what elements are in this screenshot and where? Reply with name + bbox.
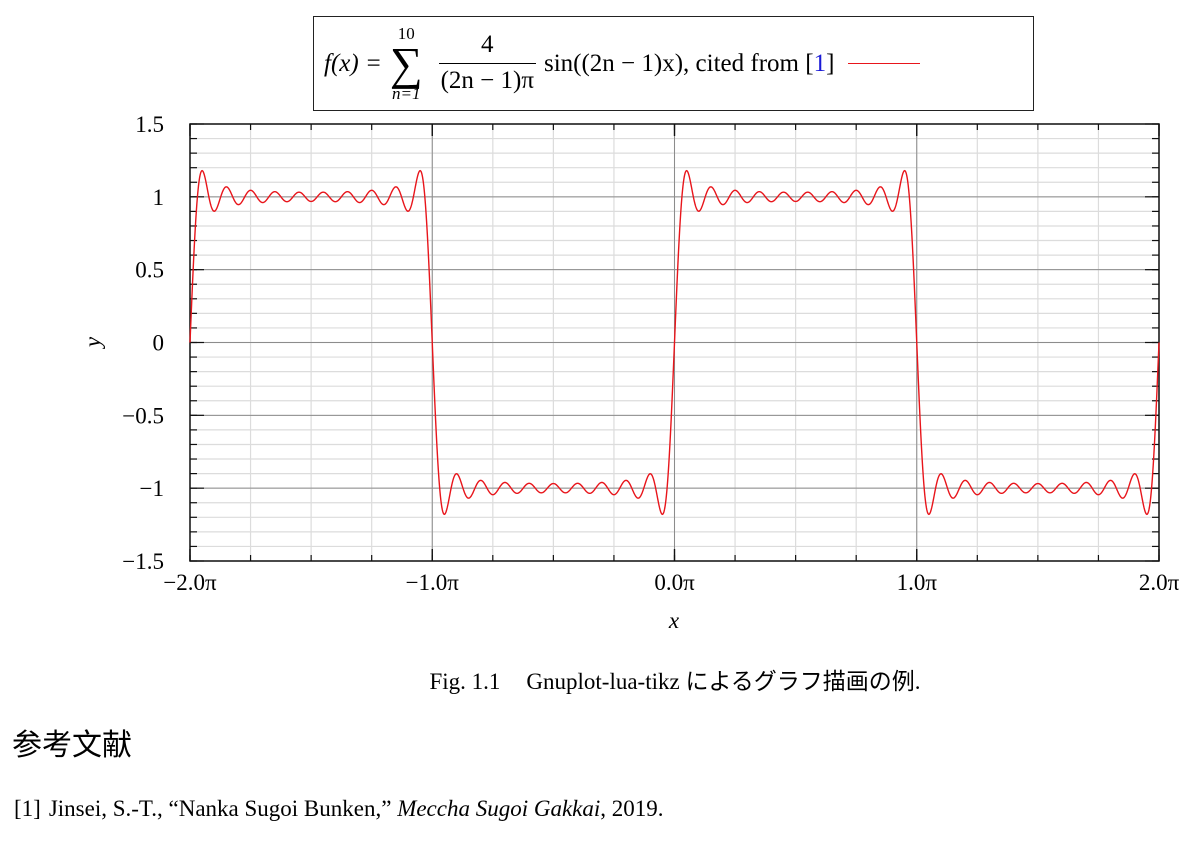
tick-labels: −1.5 −1 −0.5 0 0.5 1 1.5 −2.0π −1.0π 0.0π 1.0π 2.0π xyxy=(122,112,1179,595)
reference-year: , 2019. xyxy=(600,796,664,821)
y-axis-label: y xyxy=(80,336,105,349)
references-heading: 参考文献 xyxy=(12,728,132,763)
reference-entry: [1] Jinsei, S.-T., “Nanka Sugoi Bunken,” … xyxy=(14,796,664,822)
fraction: 4 (2n − 1)π xyxy=(438,31,536,96)
legend-lhs: f(x) = xyxy=(324,49,382,77)
citation-link[interactable]: 1 xyxy=(813,49,827,77)
figure-number: Fig. 1.1 xyxy=(429,669,501,694)
y-tick-label: 1.5 xyxy=(135,112,164,137)
reference-authors-title: Jinsei, S.-T., “Nanka Sugoi Bunken,” xyxy=(48,796,392,821)
legend: f(x) = 10 ∑ n=1 4 (2n − 1)π sin((2n − 1)… xyxy=(313,16,1034,111)
y-tick-label: −1.5 xyxy=(122,549,164,574)
y-tick-label: 1 xyxy=(153,185,165,210)
x-tick-label: −2.0π xyxy=(163,570,217,595)
y-tick-label: 0 xyxy=(153,331,165,356)
sigma-symbol: ∑ xyxy=(389,37,423,89)
legend-line-sample xyxy=(848,63,921,64)
citation-close: ] xyxy=(826,49,835,77)
x-tick-label: 1.0π xyxy=(897,570,938,595)
x-tick-label: −1.0π xyxy=(406,570,460,595)
reference-number: [1] xyxy=(14,796,41,821)
y-tick-label: −0.5 xyxy=(122,403,164,428)
fraction-denominator: (2n − 1)π xyxy=(438,63,536,96)
sum-upper-limit: 10 xyxy=(397,23,415,43)
legend-rhs: sin((2n − 1)x), cited from [ xyxy=(543,49,814,77)
x-tick-label: 0.0π xyxy=(654,570,695,595)
fraction-numerator: 4 xyxy=(481,31,494,59)
figure-caption: Fig. 1.1 Gnuplot-lua-tikz によるグラフ描画の例. xyxy=(0,662,1200,696)
caption-text: Gnuplot-lua-tikz によるグラフ描画の例. xyxy=(526,669,921,694)
sum-lower-limit: n=1 xyxy=(391,84,421,104)
y-tick-label: −1 xyxy=(140,476,164,501)
y-tick-label: 0.5 xyxy=(135,258,164,283)
reference-venue: Meccha Sugoi Gakkai xyxy=(397,796,601,821)
summation: 10 ∑ n=1 xyxy=(390,25,423,103)
x-axis-label: x xyxy=(668,608,680,633)
x-tick-label: 2.0π xyxy=(1139,570,1180,595)
fourier-curve xyxy=(189,169,1160,516)
legend-formula: f(x) = 10 ∑ n=1 4 (2n − 1)π sin((2n − 1)… xyxy=(324,17,921,110)
